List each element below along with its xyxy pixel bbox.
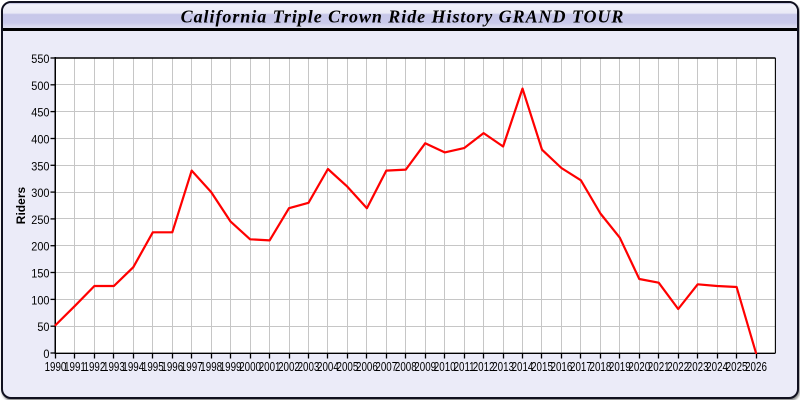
svg-text:250: 250 bbox=[31, 214, 49, 227]
svg-text:2004: 2004 bbox=[317, 361, 339, 375]
svg-text:100: 100 bbox=[31, 295, 49, 308]
svg-text:1994: 1994 bbox=[122, 361, 144, 375]
svg-text:50: 50 bbox=[37, 322, 49, 335]
svg-text:2012: 2012 bbox=[473, 361, 495, 375]
svg-text:2000: 2000 bbox=[239, 361, 261, 375]
svg-text:450: 450 bbox=[31, 107, 49, 120]
svg-text:2014: 2014 bbox=[512, 361, 534, 375]
svg-text:2008: 2008 bbox=[395, 361, 417, 375]
svg-text:1990: 1990 bbox=[45, 361, 67, 375]
svg-text:1992: 1992 bbox=[84, 361, 106, 375]
svg-text:2023: 2023 bbox=[687, 361, 709, 375]
svg-text:1995: 1995 bbox=[142, 361, 164, 375]
svg-text:2001: 2001 bbox=[259, 361, 281, 375]
svg-text:2013: 2013 bbox=[492, 361, 514, 375]
svg-text:0: 0 bbox=[43, 349, 49, 362]
svg-text:550: 550 bbox=[31, 54, 49, 67]
svg-text:2006: 2006 bbox=[356, 361, 378, 375]
svg-text:2007: 2007 bbox=[375, 361, 397, 375]
svg-text:2010: 2010 bbox=[434, 361, 456, 375]
svg-text:2002: 2002 bbox=[278, 361, 300, 375]
svg-text:1999: 1999 bbox=[220, 361, 242, 375]
svg-text:2021: 2021 bbox=[648, 361, 670, 375]
svg-text:1993: 1993 bbox=[103, 361, 125, 375]
svg-text:350: 350 bbox=[31, 161, 49, 174]
svg-text:2011: 2011 bbox=[454, 361, 475, 375]
svg-text:150: 150 bbox=[31, 268, 49, 281]
svg-text:500: 500 bbox=[31, 80, 49, 93]
svg-text:2022: 2022 bbox=[667, 361, 689, 375]
svg-text:2003: 2003 bbox=[298, 361, 320, 375]
svg-text:1998: 1998 bbox=[200, 361, 222, 375]
svg-text:2016: 2016 bbox=[551, 361, 573, 375]
svg-text:2015: 2015 bbox=[531, 361, 553, 375]
svg-text:1997: 1997 bbox=[181, 361, 203, 375]
svg-text:300: 300 bbox=[31, 188, 49, 201]
svg-text:1996: 1996 bbox=[161, 361, 183, 375]
svg-text:2026: 2026 bbox=[745, 361, 767, 375]
svg-text:2018: 2018 bbox=[590, 361, 612, 375]
svg-text:2009: 2009 bbox=[414, 361, 436, 375]
svg-text:400: 400 bbox=[31, 134, 49, 147]
svg-text:200: 200 bbox=[31, 241, 49, 254]
svg-text:Riders: Riders bbox=[14, 187, 28, 225]
svg-text:2025: 2025 bbox=[726, 361, 748, 375]
svg-text:2020: 2020 bbox=[628, 361, 650, 375]
svg-text:2019: 2019 bbox=[609, 361, 631, 375]
svg-text:2005: 2005 bbox=[337, 361, 359, 375]
svg-text:1991: 1991 bbox=[64, 361, 86, 375]
svg-text:2017: 2017 bbox=[570, 361, 592, 375]
svg-text:2024: 2024 bbox=[706, 361, 728, 375]
